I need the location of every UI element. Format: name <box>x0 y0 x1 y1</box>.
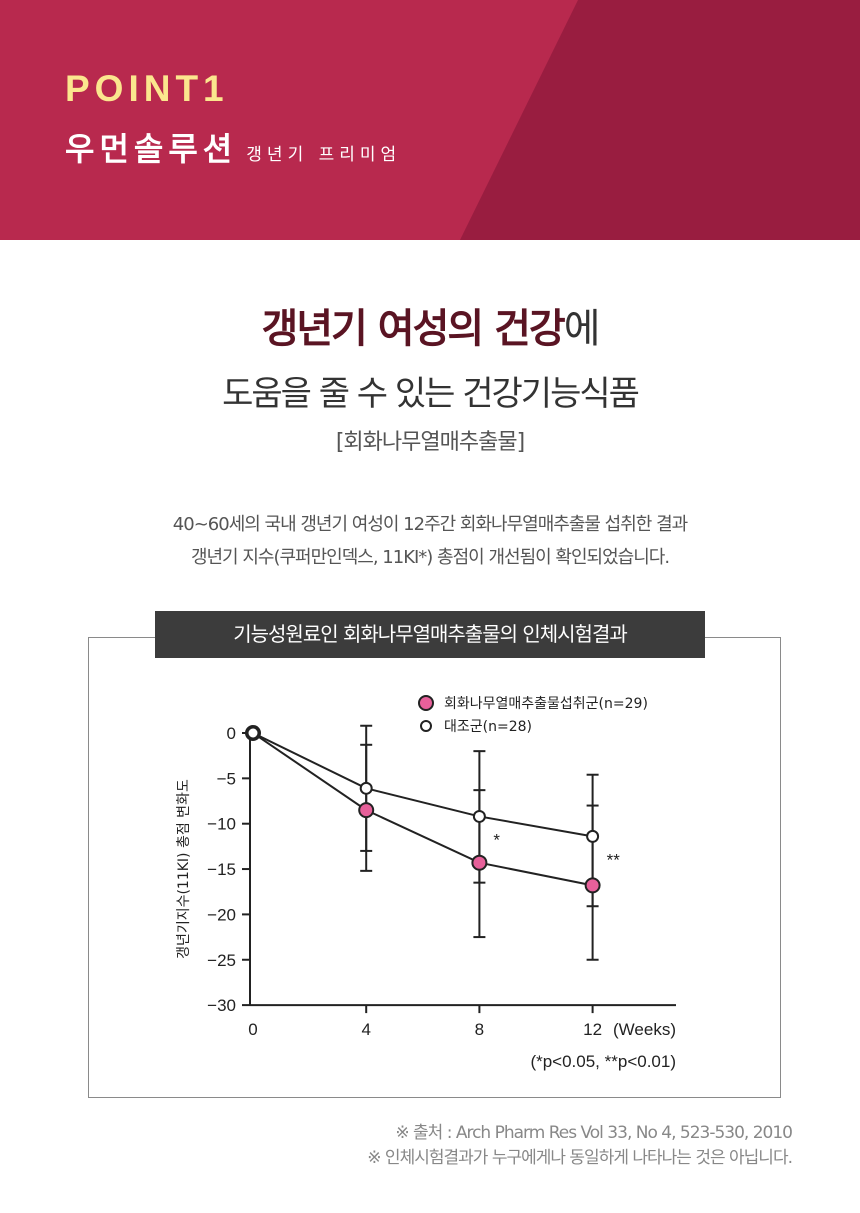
hero-banner: POINT1 우먼솔루션 갱년기 프리미엄 <box>0 0 860 240</box>
ingredient-name: [회화나무열매추출물] <box>335 430 525 455</box>
y-tick-label: −20 <box>207 905 236 924</box>
y-tick-label: −10 <box>207 815 236 834</box>
headline-suffix: 에 <box>563 306 601 352</box>
brand-name: 우먼솔루션 <box>65 130 238 168</box>
x-tick-label: 8 <box>475 1020 484 1039</box>
description: 40~60세의 국내 갱년기 여성이 12주간 회화나무열매추출물 섭취한 결과… <box>0 508 860 574</box>
brand-subtitle: 갱년기 프리미엄 <box>246 145 402 165</box>
series-2-point <box>246 726 260 740</box>
series-1-point <box>471 854 488 871</box>
brand-row: 우먼솔루션 갱년기 프리미엄 <box>65 124 401 170</box>
source-disclaimer: ※ 인체시험결과가 누구에게나 동일하게 나타나는 것은 아닙니다. <box>367 1148 793 1168</box>
series-2-point <box>472 809 486 823</box>
series-line-1 <box>252 732 593 887</box>
source-citation: ※ 출처 : Arch Pharm Res Vol 33, No 4, 523-… <box>395 1123 793 1143</box>
x-tick-label: 0 <box>248 1020 257 1039</box>
series-1-point <box>358 802 375 819</box>
headline-bold: 갱년기 여성의 건강 <box>261 306 565 352</box>
legend-marker-2 <box>420 720 432 732</box>
headline-line2: 도움을 줄 수 있는 건강기능식품 <box>222 374 640 414</box>
description-line1: 40~60세의 국내 갱년기 여성이 12주간 회화나무열매추출물 섭취한 결과 <box>172 514 688 535</box>
point-label: POINT1 <box>65 68 229 109</box>
p-value-note: (*p<0.05, **p<0.01) <box>530 1052 676 1071</box>
y-tick-label: −15 <box>207 860 236 879</box>
source-notes: ※ 출처 : Arch Pharm Res Vol 33, No 4, 523-… <box>367 1121 793 1171</box>
series-line-2 <box>252 732 593 838</box>
x-axis-unit: (Weeks) <box>613 1020 676 1039</box>
series-2-point <box>586 829 600 843</box>
chart-title: 기능성원료인 회화나무열매추출물의 인체시험결과 <box>155 611 705 658</box>
significance-marker: * <box>493 830 500 849</box>
significance-marker: ** <box>607 850 621 869</box>
x-tick-label: 4 <box>361 1020 370 1039</box>
y-tick-label: −30 <box>207 996 236 1015</box>
series-1-point <box>584 877 601 894</box>
y-tick-label: −25 <box>207 951 236 970</box>
legend-marker-1 <box>418 695 434 711</box>
series-2-point <box>359 781 373 795</box>
y-tick-label: 0 <box>227 724 236 743</box>
legend-label-2: 대조군(n=28) <box>444 719 532 735</box>
y-tick-label: −5 <box>217 769 236 788</box>
headline: 갱년기 여성의 건강에 <box>0 296 860 354</box>
x-tick-label: 12 <box>583 1020 602 1039</box>
legend-label-1: 회화나무열매추출물섭취군(n=29) <box>444 696 648 712</box>
description-line2: 갱년기 지수(쿠퍼만인덱스, 11KI*) 총점이 개선됨이 확인되었습니다. <box>190 547 670 568</box>
y-axis-label: 갱년기지수(11KI) 총점 변화도 <box>176 779 192 959</box>
